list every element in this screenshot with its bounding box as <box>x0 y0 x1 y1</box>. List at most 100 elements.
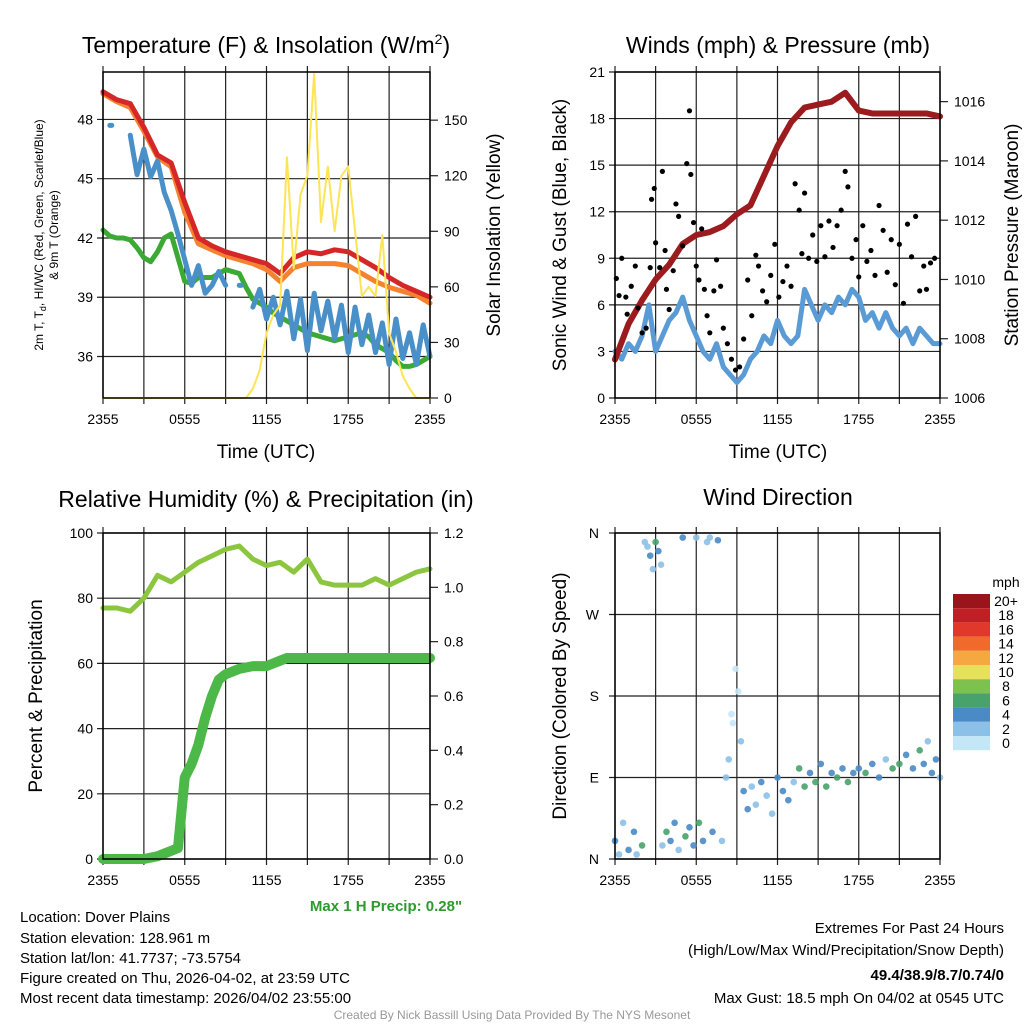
temp-ylabel: 2m T, Td, HI/WC (Red, Green, Scarlet/Blu… <box>32 119 48 350</box>
gust-point <box>749 313 755 319</box>
gust-point <box>884 269 890 275</box>
gust-point <box>619 255 625 261</box>
y-tick-label: E <box>590 770 599 786</box>
legend-swatch <box>953 707 990 722</box>
precip-annotation: Max 1 H Precip: 0.28" <box>310 898 462 915</box>
gust-point <box>718 283 724 289</box>
y-tick-label: 15 <box>589 157 605 173</box>
gust-point <box>768 272 774 278</box>
direction-point <box>679 534 687 541</box>
gust-point <box>684 160 690 167</box>
gust-point <box>659 168 665 174</box>
extremes-title: Extremes For Past 24 Hours <box>815 920 1004 937</box>
gust-point <box>690 219 697 226</box>
gust-point <box>864 258 870 264</box>
gust-point <box>921 263 927 269</box>
direction-point <box>875 774 883 781</box>
y-tick-label: 40 <box>77 721 93 737</box>
gust-point <box>888 237 894 243</box>
y2-tick-label: 0.2 <box>444 797 464 813</box>
x-tick-label: 2355 <box>599 872 630 888</box>
legend-swatch <box>953 636 990 651</box>
y2-tick-label: 0.4 <box>444 742 464 758</box>
y-tick-label: N <box>589 851 599 867</box>
direction-point <box>619 819 627 827</box>
direction-point <box>909 765 917 772</box>
direction-point <box>638 842 646 849</box>
x-tick-label: 1755 <box>333 872 364 888</box>
direction-point <box>896 760 903 768</box>
y-tick-label: 100 <box>70 525 94 541</box>
direction-point <box>833 774 841 781</box>
direction-point <box>655 547 662 555</box>
direction-point <box>790 778 798 786</box>
y2-tick-label: 1016 <box>954 94 985 110</box>
gust-point <box>720 325 726 331</box>
gust-point <box>799 251 805 257</box>
y2-tick-label: 1014 <box>954 153 985 169</box>
wind-plot: 2355 0555 1155 1755 2355 0 3 6 9 12 15 18 21 1006 1008… <box>589 64 985 427</box>
x-tick-label: 1155 <box>251 411 281 427</box>
dir-ylabel: Direction (Colored By Speed) <box>550 572 571 819</box>
gust-point <box>670 268 676 274</box>
direction-point <box>709 828 716 836</box>
plot-frame <box>102 71 431 399</box>
x-tick-label: 2355 <box>414 872 445 888</box>
x-tick-label: 2355 <box>87 411 118 427</box>
gust-point <box>662 247 668 254</box>
gust-point <box>632 263 638 269</box>
gust-point <box>822 254 828 260</box>
info-latlon: Station lat/lon: 41.7737; -73.5754 <box>20 950 241 967</box>
gust-point <box>741 336 747 342</box>
y2-tick-label: 150 <box>444 112 468 128</box>
direction-point <box>779 787 787 795</box>
direction-point <box>706 534 714 541</box>
gust-point <box>880 227 886 233</box>
gust-point <box>711 288 717 294</box>
gust-point <box>810 232 816 238</box>
y-tick-label: 48 <box>77 111 93 127</box>
direction-point <box>695 819 703 827</box>
direction-point <box>744 805 752 813</box>
y-tick-label: 0 <box>597 390 605 406</box>
y-tick-label: 36 <box>77 349 93 365</box>
gust-point <box>900 300 907 306</box>
legend-swatch <box>953 650 990 665</box>
direction-point <box>737 737 745 745</box>
direction-point <box>924 737 932 745</box>
y-tick-label: N <box>589 525 599 541</box>
series-precip <box>98 652 435 864</box>
direction-point <box>690 842 697 849</box>
gust-point <box>693 263 699 269</box>
gust-point <box>657 265 663 271</box>
gust-point <box>648 196 655 202</box>
y-tick-label: 80 <box>77 590 93 606</box>
gust-point <box>696 277 702 283</box>
legend-swatch <box>953 622 990 637</box>
x-tick-label: 0555 <box>681 872 712 888</box>
gust-point <box>806 255 812 261</box>
y-tick-label: 45 <box>77 171 93 187</box>
gust-point <box>784 263 790 269</box>
gust-point <box>688 171 694 178</box>
gust-point <box>736 364 743 370</box>
y-tick-label: 6 <box>597 297 605 313</box>
gust-point <box>647 265 653 271</box>
direction-point <box>722 774 730 781</box>
gust-point <box>860 223 866 229</box>
direction-point <box>855 765 863 772</box>
direction-point <box>663 828 670 836</box>
gust-point <box>628 283 634 289</box>
direction-point <box>774 774 781 781</box>
direction-point <box>757 778 765 786</box>
credit: Created By Nick Bassill Using Data Provi… <box>334 1008 691 1022</box>
y2-tick-label: 1006 <box>954 390 985 406</box>
y-tick-label: 18 <box>589 111 605 127</box>
direction-point <box>630 828 638 836</box>
legend-swatch <box>953 594 990 609</box>
max-gust: Max Gust: 18.5 mph On 04/02 at 0545 UTC <box>714 990 1004 1007</box>
gust-point <box>856 274 862 280</box>
direction-point <box>916 747 923 754</box>
direction-point <box>725 756 733 763</box>
